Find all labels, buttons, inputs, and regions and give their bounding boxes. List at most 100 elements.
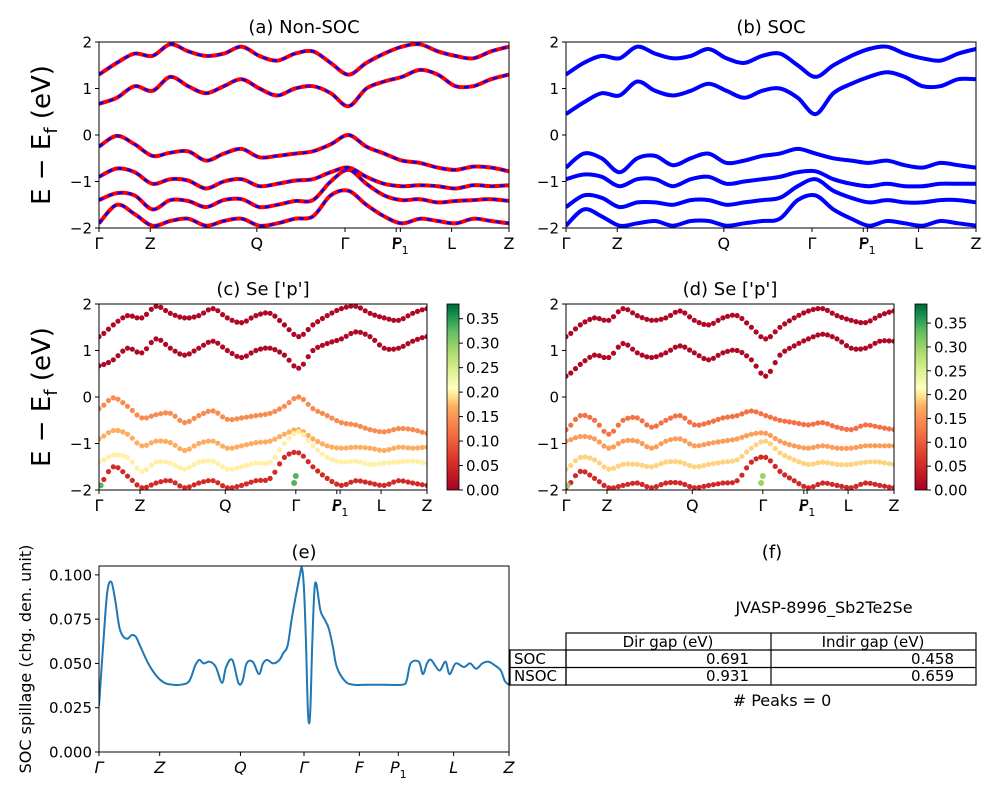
projection-point: [853, 444, 859, 451]
y-tick-label: 1: [82, 80, 92, 98]
projection-point: [281, 454, 287, 460]
projection-point: [386, 428, 392, 434]
projection-point: [839, 462, 845, 468]
projection-point: [843, 462, 850, 468]
y-tick-label: 1: [549, 80, 559, 98]
projection-point: [663, 417, 669, 423]
projection-point: [357, 459, 363, 465]
projection-point: [300, 361, 306, 367]
colorbar-tick-label: 0.35: [934, 315, 967, 333]
projection-point: [186, 464, 192, 471]
projection-point: [272, 408, 278, 414]
colorbar-tick-label: 0.20: [934, 386, 967, 404]
projection-point: [362, 308, 368, 314]
projection-point: [839, 314, 845, 320]
projection-point: [748, 408, 755, 414]
projection-point: [877, 313, 883, 319]
projection-point: [148, 482, 154, 488]
projection-point: [862, 320, 869, 326]
projection-point: [658, 461, 664, 467]
projection-point: [338, 306, 344, 312]
projection-point: [634, 350, 640, 356]
projection-point: [572, 473, 579, 479]
table-header-indir-gap: Indir gap (eV): [822, 633, 925, 651]
projection-point: [815, 332, 821, 338]
projection-point: [277, 406, 283, 412]
projection-point: [172, 442, 178, 448]
projection-point: [582, 319, 588, 325]
projection-point: [419, 444, 425, 451]
projection-point: [182, 420, 188, 426]
projection-point: [715, 416, 721, 422]
projection-point: [744, 433, 750, 439]
panel-c-se-p-projection: −2 −1 0 1 2 Γ Z Q Γ FP1 L Z (c) Se ['p'] 0.00 0.05 0.10…: [70, 279, 500, 519]
projection-point: [587, 455, 593, 461]
projection-point: [296, 450, 302, 456]
projection-point: [891, 485, 894, 490]
projection-point: [677, 413, 683, 419]
projection-point: [353, 444, 359, 450]
y-tick-label: 2: [82, 296, 92, 314]
x-tick-label: L: [914, 234, 923, 253]
projection-point: [310, 443, 316, 449]
projection-point: [419, 335, 425, 341]
projection-point: [877, 338, 883, 344]
band-ylabel-row1: E − Ef (eV): [27, 65, 62, 205]
projection-point: [663, 315, 669, 321]
plot-area: [99, 42, 509, 228]
projection-point: [829, 310, 835, 316]
projection-point: [291, 480, 298, 487]
projection-point: [663, 438, 669, 444]
projection-point: [201, 479, 207, 485]
projection-point: [625, 461, 631, 467]
projection-point: [334, 337, 340, 344]
projection-point: [201, 310, 207, 316]
projection-point: [372, 428, 378, 434]
projection-point: [710, 461, 717, 467]
projection-point: [582, 412, 588, 418]
projection-point: [839, 425, 845, 431]
projection-point: [224, 445, 230, 451]
projection-point: [791, 457, 797, 463]
projection-point: [801, 460, 807, 467]
projection-point: [587, 434, 593, 440]
projection-point: [134, 440, 140, 446]
projection-point: [376, 482, 383, 488]
projection-point: [105, 469, 112, 475]
band-line: [99, 133, 509, 173]
projection-point: [881, 311, 888, 317]
projection-point: [191, 461, 197, 468]
projection-point: [110, 427, 116, 434]
projection-point: [649, 317, 655, 323]
projection-point: [630, 461, 636, 467]
projection-point: [763, 454, 769, 460]
projection-point: [820, 480, 826, 486]
projection-point: [696, 353, 702, 359]
band-line: [566, 177, 976, 210]
projection-point: [348, 444, 354, 451]
projection-point: [672, 436, 678, 442]
colorbar: [914, 303, 928, 491]
projection-point: [649, 354, 655, 361]
projection-point: [167, 460, 173, 466]
projection-point: [872, 481, 878, 487]
projection-point: [229, 317, 235, 323]
projection-point: [334, 481, 340, 487]
projection-point: [367, 480, 373, 486]
projection-point: [782, 453, 788, 459]
projection-point: [767, 432, 774, 438]
projection-point: [810, 334, 816, 340]
projection-point: [124, 454, 131, 460]
projection-point: [696, 484, 702, 490]
projection-point: [867, 318, 873, 324]
projection-point: [767, 458, 774, 464]
projection-point: [115, 452, 121, 458]
colorbar-tick-label: 0.05: [466, 457, 499, 475]
y-tick-label: 2: [549, 296, 559, 314]
projection-point: [419, 307, 425, 313]
projection-point: [572, 458, 579, 464]
projection-point: [791, 315, 797, 321]
projection-point: [239, 464, 245, 470]
projection-point: [601, 428, 607, 434]
projection-point: [591, 315, 598, 321]
